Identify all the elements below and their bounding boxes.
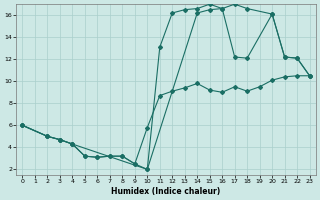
X-axis label: Humidex (Indice chaleur): Humidex (Indice chaleur)	[111, 187, 221, 196]
